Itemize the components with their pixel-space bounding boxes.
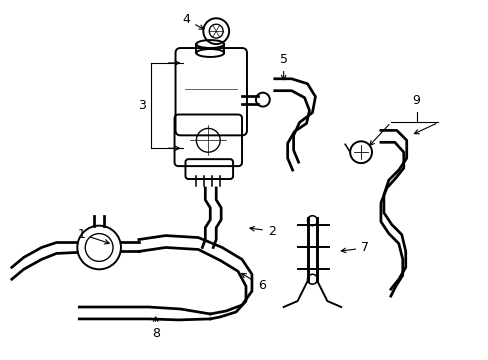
Text: 6: 6 xyxy=(241,273,265,292)
Text: 4: 4 xyxy=(182,13,203,29)
Text: 8: 8 xyxy=(151,317,160,340)
Text: 3: 3 xyxy=(138,99,145,112)
Text: 9: 9 xyxy=(412,94,420,107)
Text: 7: 7 xyxy=(341,242,368,255)
Text: 2: 2 xyxy=(249,225,275,238)
Text: 5: 5 xyxy=(279,53,287,80)
Text: 1: 1 xyxy=(77,228,109,244)
